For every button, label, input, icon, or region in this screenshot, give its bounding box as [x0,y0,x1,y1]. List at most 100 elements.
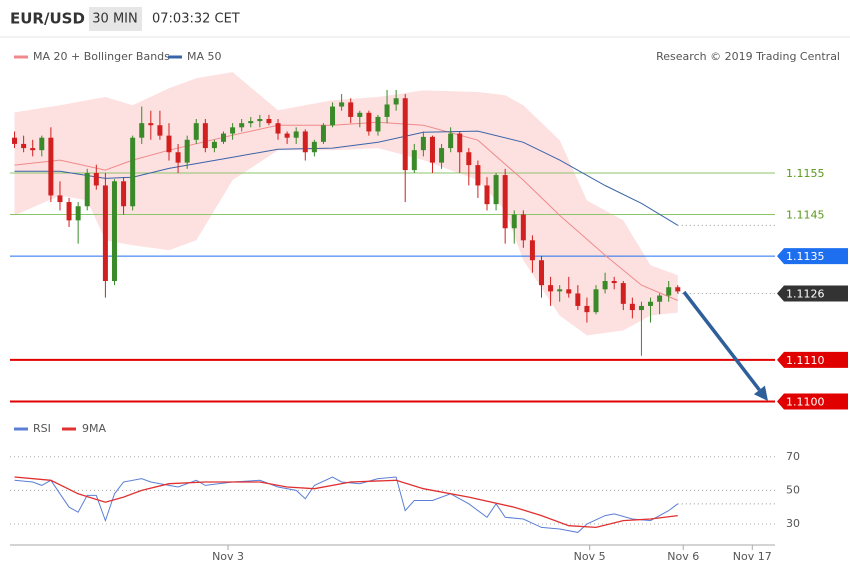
x-tick-label: Nov 6 [667,550,699,563]
price-level-label: 1.1155 [786,167,825,180]
candle-body [93,173,99,186]
plot: 1.1155 1.1145 1.1135 1.1126 1.1110 1.1100 30 50… [10,72,848,563]
candle-body [257,119,263,122]
candle-body [293,131,299,138]
candle-body [420,136,426,151]
bollinger-band [14,72,678,336]
candle-body [402,98,408,171]
x-tick-label: Nov 5 [574,550,606,563]
candle-body [429,136,435,163]
candle-body [339,102,345,107]
price-level-label: 1.1100 [786,395,825,408]
candle-body [502,175,508,229]
credit: Research © 2019 Trading Central [656,50,840,63]
candle-body [557,289,563,292]
candle-body [239,123,245,128]
candle-body [193,123,199,140]
moving-average [14,121,678,301]
candle-body [648,301,654,306]
legend-label: MA 20 + Bollinger Bands [33,50,170,63]
candle-body [39,137,45,151]
candle-body [393,98,399,105]
interval-box [89,7,142,31]
candle-body [520,214,526,241]
candle-body [529,240,535,261]
candle-body [593,289,599,313]
candle-body [629,303,635,311]
price-level-label: 1.1145 [786,209,825,222]
candle-body [57,195,63,203]
candle-body [21,143,27,149]
legend-label: RSI [33,422,51,435]
x-tick-label: Nov 3 [212,550,244,563]
candle-body [111,181,117,281]
candle-body [30,148,36,151]
candle-body [484,185,490,205]
forecast-arrow [682,290,761,391]
candle-body [657,295,663,302]
candle-body [184,139,190,163]
candle-body [439,148,445,163]
candle-body [311,141,317,153]
candle-body [457,133,463,153]
price-level-box [777,351,848,368]
interval: 30 MIN [92,12,137,27]
candle-body [539,260,545,286]
candle-body [366,112,372,132]
candle-body [511,214,517,229]
candle-body [221,133,227,142]
candle-body [448,133,454,149]
candle-body [475,165,481,186]
candle-body [411,150,417,171]
candle-body [102,185,108,281]
candle-body [466,152,472,166]
candle-body [584,305,590,313]
candle-body [620,283,626,304]
legend-label: 9MA [82,422,106,435]
candle-body [320,125,326,142]
candle-body [330,106,336,126]
candle-body [266,119,272,124]
candle-body [611,280,617,284]
candle-body [666,287,672,296]
y-tick-label: 70 [786,450,800,463]
candle-body [384,104,390,117]
candle-body [148,123,154,126]
candle-body [202,123,208,149]
candle-body [675,287,681,292]
candle-body [275,123,281,134]
candle-body [638,305,644,311]
candle-body [284,133,290,138]
forecast-arrowhead [753,385,768,401]
moving-average [14,130,679,226]
candle-body [302,131,308,153]
candle-body [348,102,354,117]
candle-body [157,125,163,136]
symbol: EUR/USD [10,10,85,28]
candle-body [48,137,54,196]
y-tick-label: 30 [786,517,800,530]
candle-body [211,141,217,149]
y-tick-label: 50 [786,483,800,496]
price-level-label: 1.1126 [786,287,825,300]
candle-body [248,121,254,124]
candle-body [375,116,381,132]
indicator-line [14,476,678,529]
candle-body [121,181,127,207]
candle-body [12,137,18,144]
price-level-box [777,248,848,265]
candle-body [602,280,608,290]
price-level-box [777,393,848,410]
time: 07:03:32 CET [152,12,240,27]
candle-body [566,289,572,294]
candle-body [84,173,90,207]
candle-body [166,135,172,153]
candle-body [175,152,181,163]
candle-body [230,127,236,134]
candle-body [66,202,72,221]
candle-body [357,112,363,117]
candle-body [130,137,136,207]
legend-label: MA 50 [187,50,222,63]
candle-body [493,175,499,205]
